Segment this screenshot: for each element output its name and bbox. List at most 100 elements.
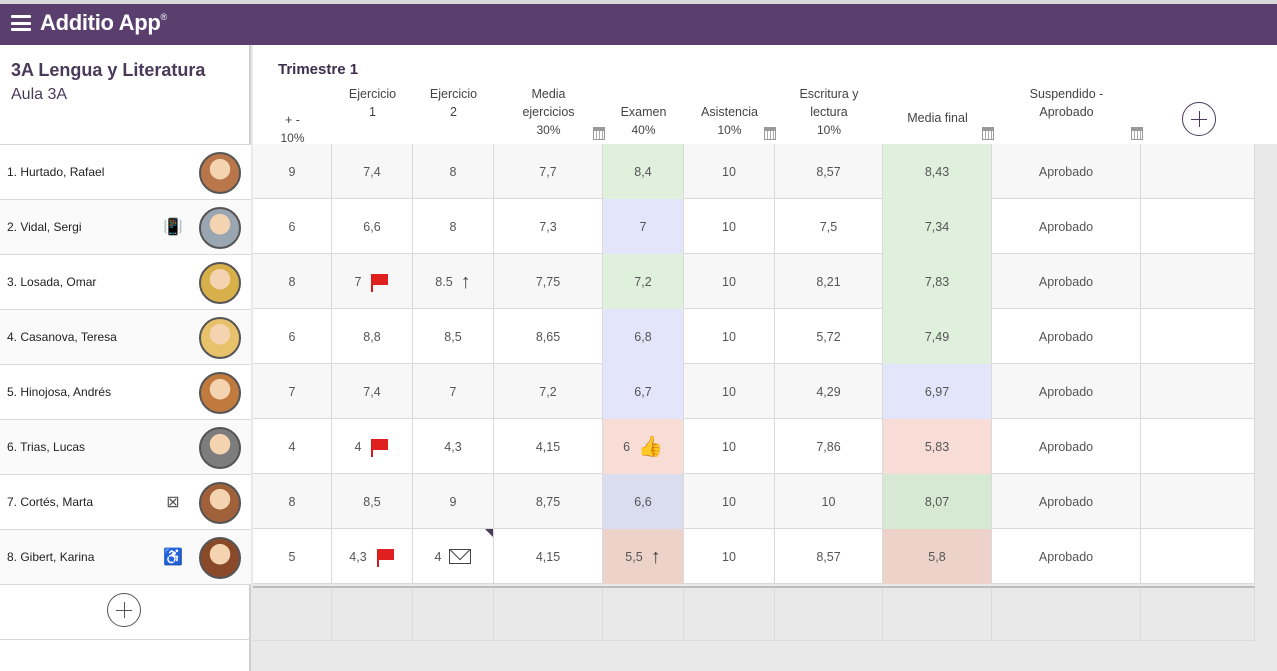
student-row[interactable]: 3. Losada, Omar xyxy=(0,255,251,310)
app-logo[interactable]: Additio App® xyxy=(40,10,167,35)
grade-cell[interactable]: 9 xyxy=(413,474,494,529)
empty-cell[interactable] xyxy=(332,588,413,641)
avatar[interactable] xyxy=(199,372,241,414)
grade-cell[interactable]: 7,49 xyxy=(883,309,992,364)
grade-cell[interactable]: 10 xyxy=(684,529,775,584)
calculator-icon[interactable] xyxy=(1131,127,1143,140)
grade-cell[interactable]: 7 xyxy=(603,199,684,254)
student-row[interactable]: 7. Cortés, Marta ⊠ xyxy=(0,475,251,530)
grade-cell[interactable] xyxy=(1141,254,1255,309)
grade-cell[interactable]: 6,97 xyxy=(883,364,992,419)
grade-cell[interactable]: 4,3 xyxy=(332,529,413,584)
empty-cell[interactable] xyxy=(992,588,1141,641)
grade-cell[interactable]: 10 xyxy=(684,364,775,419)
grade-cell[interactable]: 8,5 xyxy=(332,474,413,529)
grade-cell[interactable]: 5,5 ↑ xyxy=(603,529,684,584)
grade-cell[interactable]: 7,4 xyxy=(332,144,413,199)
grade-cell[interactable]: 9 xyxy=(253,144,332,199)
grade-cell[interactable]: 6,7 xyxy=(603,364,684,419)
grade-cell[interactable]: Aprobado xyxy=(992,419,1141,474)
column-header-2[interactable]: Ejercicio 1 xyxy=(332,85,413,143)
grade-cell[interactable] xyxy=(1141,529,1255,584)
empty-cell[interactable] xyxy=(603,588,684,641)
grade-cell[interactable]: 7 xyxy=(332,254,413,309)
avatar[interactable] xyxy=(199,262,241,304)
grade-cell[interactable]: 10 xyxy=(684,419,775,474)
grade-cell[interactable]: 6,6 xyxy=(603,474,684,529)
grade-cell[interactable]: 8 xyxy=(413,199,494,254)
grade-cell[interactable] xyxy=(1141,474,1255,529)
grade-cell[interactable]: 8,5 xyxy=(413,309,494,364)
student-row[interactable]: 5. Hinojosa, Andrés xyxy=(0,365,251,420)
grade-cell[interactable]: 8 xyxy=(253,254,332,309)
grade-cell[interactable]: 8 xyxy=(253,474,332,529)
calculator-icon[interactable] xyxy=(593,127,605,140)
avatar[interactable] xyxy=(199,482,241,524)
empty-cell[interactable] xyxy=(883,588,992,641)
grade-cell[interactable]: 7 xyxy=(253,364,332,419)
grade-cell[interactable]: 5,72 xyxy=(775,309,883,364)
avatar[interactable] xyxy=(199,207,241,249)
grade-cell[interactable]: 8 xyxy=(413,144,494,199)
grade-cell[interactable]: 7,5 xyxy=(775,199,883,254)
grade-cell[interactable]: 6,6 xyxy=(332,199,413,254)
grade-cell[interactable]: Aprobado xyxy=(992,144,1141,199)
grade-cell[interactable]: 7,75 xyxy=(494,254,603,309)
grade-cell[interactable]: 5,83 xyxy=(883,419,992,474)
grade-cell[interactable]: 8,57 xyxy=(775,144,883,199)
grade-cell[interactable]: Aprobado xyxy=(992,309,1141,364)
grade-cell[interactable]: 6 👍 xyxy=(603,419,684,474)
grade-cell[interactable]: 6,8 xyxy=(603,309,684,364)
empty-cell[interactable] xyxy=(1141,588,1255,641)
grade-cell[interactable]: 7,2 xyxy=(603,254,684,309)
avatar[interactable] xyxy=(199,152,241,194)
grade-cell[interactable]: 7,4 xyxy=(332,364,413,419)
grade-cell[interactable]: 7,83 xyxy=(883,254,992,309)
grade-cell[interactable]: 10 xyxy=(684,309,775,364)
grade-cell[interactable]: 10 xyxy=(684,144,775,199)
grade-cell[interactable]: 4,29 xyxy=(775,364,883,419)
grade-cell[interactable]: 8,07 xyxy=(883,474,992,529)
empty-cell[interactable] xyxy=(775,588,883,641)
column-header-1[interactable]: + - 10% xyxy=(253,85,332,145)
column-header-7[interactable]: Escritura y lectura 10% xyxy=(775,85,883,143)
empty-cell[interactable] xyxy=(494,588,603,641)
grade-cell[interactable]: Aprobado xyxy=(992,474,1141,529)
column-header-5[interactable]: Examen 40% xyxy=(603,85,684,143)
grade-cell[interactable]: 4 xyxy=(253,419,332,474)
grade-cell[interactable]: 7,86 xyxy=(775,419,883,474)
grade-cell[interactable] xyxy=(1141,364,1255,419)
grade-cell[interactable]: Aprobado xyxy=(992,199,1141,254)
grade-cell[interactable] xyxy=(1141,419,1255,474)
grade-cell[interactable]: 4,3 xyxy=(413,419,494,474)
column-header-9[interactable]: Suspendido - Aprobado xyxy=(992,85,1141,143)
grade-cell[interactable]: Aprobado xyxy=(992,364,1141,419)
grade-cell[interactable] xyxy=(1141,309,1255,364)
grade-cell[interactable]: 8,57 xyxy=(775,529,883,584)
grade-cell[interactable]: 5,8 xyxy=(883,529,992,584)
grade-cell[interactable]: Aprobado xyxy=(992,254,1141,309)
grade-cell[interactable]: 8.5 ↑ xyxy=(413,254,494,309)
student-row[interactable]: 8. Gibert, Karina ♿ xyxy=(0,530,251,585)
grade-cell[interactable]: 7,2 xyxy=(494,364,603,419)
grade-cell[interactable]: 10 xyxy=(684,254,775,309)
grade-cell[interactable]: 7,34 xyxy=(883,199,992,254)
calculator-icon[interactable] xyxy=(764,127,776,140)
grade-cell[interactable]: Aprobado xyxy=(992,529,1141,584)
add-column-button[interactable] xyxy=(1182,102,1216,136)
grade-cell[interactable]: 4,15 xyxy=(494,529,603,584)
grade-cell[interactable]: 7 xyxy=(413,364,494,419)
grade-cell[interactable]: 4 xyxy=(332,419,413,474)
calculator-icon[interactable] xyxy=(982,127,994,140)
empty-cell[interactable] xyxy=(413,588,494,641)
grade-cell[interactable]: 6 xyxy=(253,199,332,254)
grade-cell[interactable]: 8,43 xyxy=(883,144,992,199)
student-row[interactable]: 4. Casanova, Teresa xyxy=(0,310,251,365)
grade-cell[interactable] xyxy=(1141,144,1255,199)
column-header-6[interactable]: Asistencia 10% xyxy=(684,85,775,143)
grade-cell[interactable]: 6 xyxy=(253,309,332,364)
empty-cell[interactable] xyxy=(684,588,775,641)
grade-cell[interactable]: 4,15 xyxy=(494,419,603,474)
grade-cell[interactable]: 7,3 xyxy=(494,199,603,254)
column-header-8[interactable]: Media final xyxy=(883,85,992,143)
